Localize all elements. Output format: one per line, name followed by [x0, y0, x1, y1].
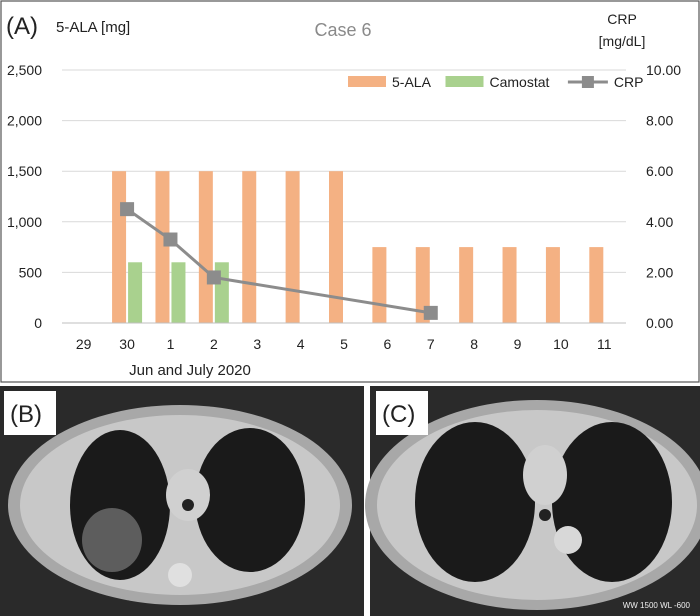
bar-5-ala [589, 247, 604, 323]
bar-5-ala [155, 171, 170, 323]
x-tick-label: 3 [253, 336, 261, 352]
left-tick-label: 1,000 [7, 214, 42, 230]
x-tick-label: 1 [167, 336, 175, 352]
x-tick-label: 30 [119, 336, 135, 352]
legend-label: CRP [614, 74, 644, 90]
bar-5-ala [285, 171, 300, 323]
ct-right-lung-c [415, 422, 535, 582]
crp-line [126, 207, 432, 315]
panel-a-label: (A) [6, 13, 38, 40]
ct-trachea-c [539, 509, 551, 521]
right-tick-label: 4.00 [646, 214, 673, 230]
ct-left-lung-c [552, 422, 672, 582]
bar-5-ala [112, 171, 127, 323]
bar-camostat [171, 262, 186, 323]
legend-marker-swatch [581, 76, 594, 88]
legend-label: 5-ALA [392, 74, 432, 90]
bar-5-ala [459, 247, 474, 323]
right-tick-label: 8.00 [646, 113, 673, 129]
bar-5-ala [198, 171, 213, 323]
bar-5-ala [545, 247, 560, 323]
right-axis-label-line-2: [mg/dL] [599, 33, 646, 49]
x-tick-label: 4 [297, 336, 305, 352]
bar-camostat [128, 262, 143, 323]
bar-5-ala [372, 247, 387, 323]
ct-scan-panel-b: (B) [0, 386, 364, 616]
ct-vertebra-b [168, 563, 192, 587]
crp-point [206, 270, 221, 285]
ct-left-lung-b [195, 428, 305, 572]
ct-aorta-c [554, 526, 582, 554]
chart-title: Case 6 [314, 20, 371, 40]
ct-window-label: WW 1500 WL -600 [623, 601, 691, 610]
x-tick-label: 10 [553, 336, 569, 352]
x-axis-label: Jun and July 2020 [129, 362, 251, 379]
ct-mediastinum-b [166, 469, 210, 521]
ct-scan-panel-c: (C) WW 1500 WL -600 [365, 386, 700, 616]
legend-swatch [445, 76, 484, 87]
left-tick-label: 1,500 [7, 163, 42, 179]
panel-c-label-box [376, 391, 428, 435]
x-tick-label: 5 [340, 336, 348, 352]
bar-5-ala [242, 171, 257, 323]
left-tick-label: 2,500 [7, 62, 42, 78]
left-tick-label: 500 [19, 264, 43, 280]
left-tick-label: 0 [34, 315, 42, 331]
chart-panel-frame [0, 0, 700, 383]
right-tick-label: 10.00 [646, 62, 681, 78]
panel-b-label-box [4, 391, 56, 435]
x-tick-label: 9 [514, 336, 522, 352]
crp-point [120, 202, 135, 217]
ct-opacity-region-b [82, 508, 142, 572]
bar-5-ala [415, 247, 430, 323]
left-axis-label: 5-ALA [mg] [56, 19, 130, 36]
x-tick-label: 11 [597, 336, 612, 352]
crp-point [423, 305, 438, 320]
ct-trachea-b [182, 499, 194, 511]
panel-b-label: (B) [10, 401, 42, 428]
x-tick-label: 8 [470, 336, 478, 352]
x-tick-label: 2 [210, 336, 218, 352]
right-tick-label: 0.00 [646, 315, 673, 331]
panel-c-label: (C) [382, 401, 415, 428]
crp-line-marks [120, 202, 438, 320]
x-tick-label: 6 [383, 336, 391, 352]
x-tick-label: 7 [427, 336, 435, 352]
left-tick-label: 2,000 [7, 113, 42, 129]
legend: 5-ALA Camostat CRP [348, 74, 643, 90]
x-tick-label: 29 [76, 336, 92, 352]
axes: 0 500 1,000 1,500 2,000 2,500 0.00 2.00 4.00 6.00… [7, 62, 681, 352]
right-tick-label: 6.00 [646, 163, 673, 179]
bar-5-ala [502, 247, 517, 323]
crp-point [163, 232, 178, 247]
legend-swatch [348, 76, 386, 87]
right-axis-label-line-1: CRP [607, 11, 637, 27]
legend-label: Camostat [490, 74, 550, 90]
ct-mediastinum-c [523, 445, 567, 505]
right-tick-label: 2.00 [646, 264, 673, 280]
bar-5-ala [329, 171, 343, 323]
